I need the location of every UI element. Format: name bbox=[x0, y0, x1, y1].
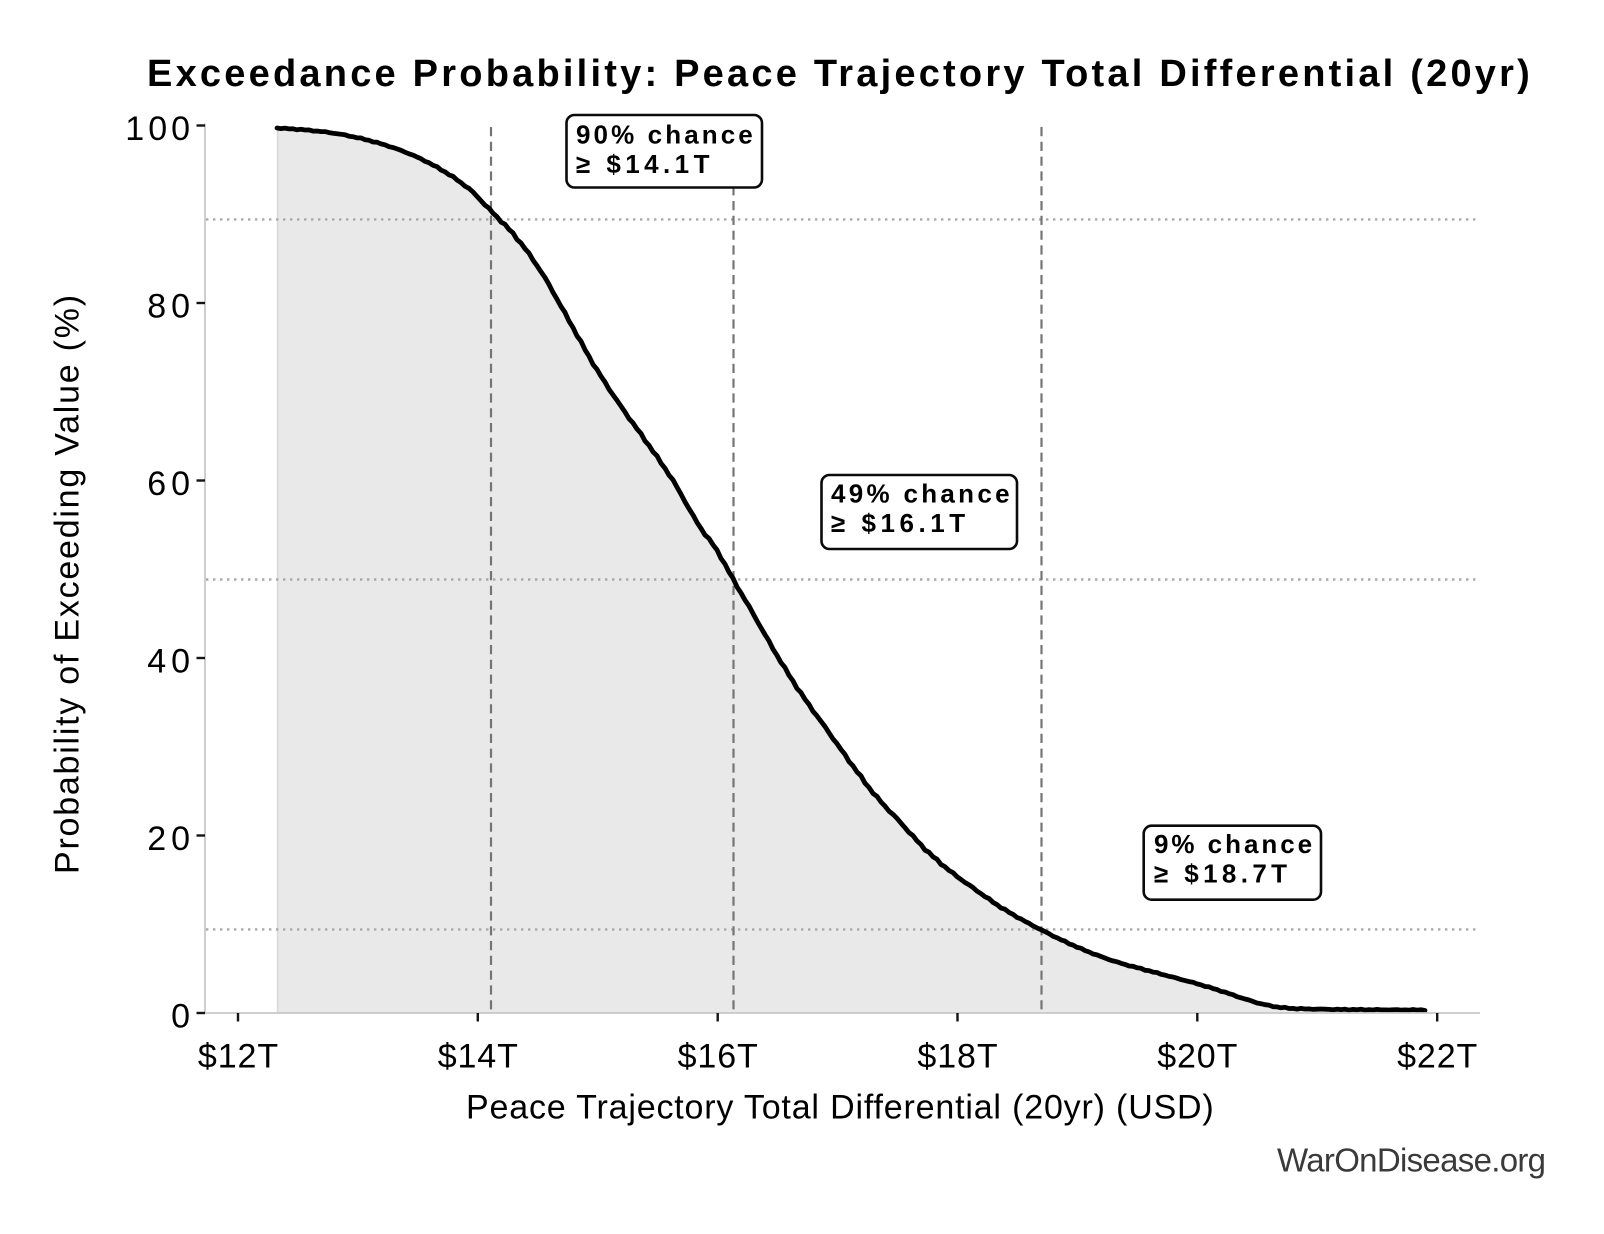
svg-text:≥ $14.1T: ≥ $14.1T bbox=[576, 149, 714, 179]
svg-text:9% chance: 9% chance bbox=[1154, 829, 1315, 859]
svg-text:0: 0 bbox=[171, 997, 190, 1035]
svg-text:60: 60 bbox=[147, 465, 195, 503]
svg-text:80: 80 bbox=[147, 287, 195, 325]
svg-text:20: 20 bbox=[147, 820, 195, 858]
svg-text:≥ $16.1T: ≥ $16.1T bbox=[831, 508, 970, 538]
svg-text:49% chance: 49% chance bbox=[831, 478, 1013, 508]
svg-text:40: 40 bbox=[147, 642, 195, 680]
svg-text:$18T: $18T bbox=[917, 1038, 998, 1076]
svg-text:≥ $18.7T: ≥ $18.7T bbox=[1154, 859, 1291, 889]
svg-text:100: 100 bbox=[125, 110, 194, 148]
svg-text:90% chance: 90% chance bbox=[576, 119, 756, 149]
svg-text:Exceedance Probability: Peace: Exceedance Probability: Peace Trajectory… bbox=[147, 53, 1533, 95]
svg-text:WarOnDisease.org: WarOnDisease.org bbox=[1277, 1142, 1545, 1179]
svg-text:Peace Trajectory Total Differe: Peace Trajectory Total Differential (20y… bbox=[466, 1089, 1215, 1127]
svg-text:Probability of Exceeding Value: Probability of Exceeding Value (%) bbox=[49, 293, 87, 874]
svg-text:$12T: $12T bbox=[198, 1038, 279, 1076]
svg-text:$14T: $14T bbox=[438, 1038, 519, 1076]
svg-text:$20T: $20T bbox=[1157, 1038, 1238, 1076]
svg-text:$16T: $16T bbox=[678, 1038, 759, 1076]
svg-text:$22T: $22T bbox=[1397, 1038, 1478, 1076]
